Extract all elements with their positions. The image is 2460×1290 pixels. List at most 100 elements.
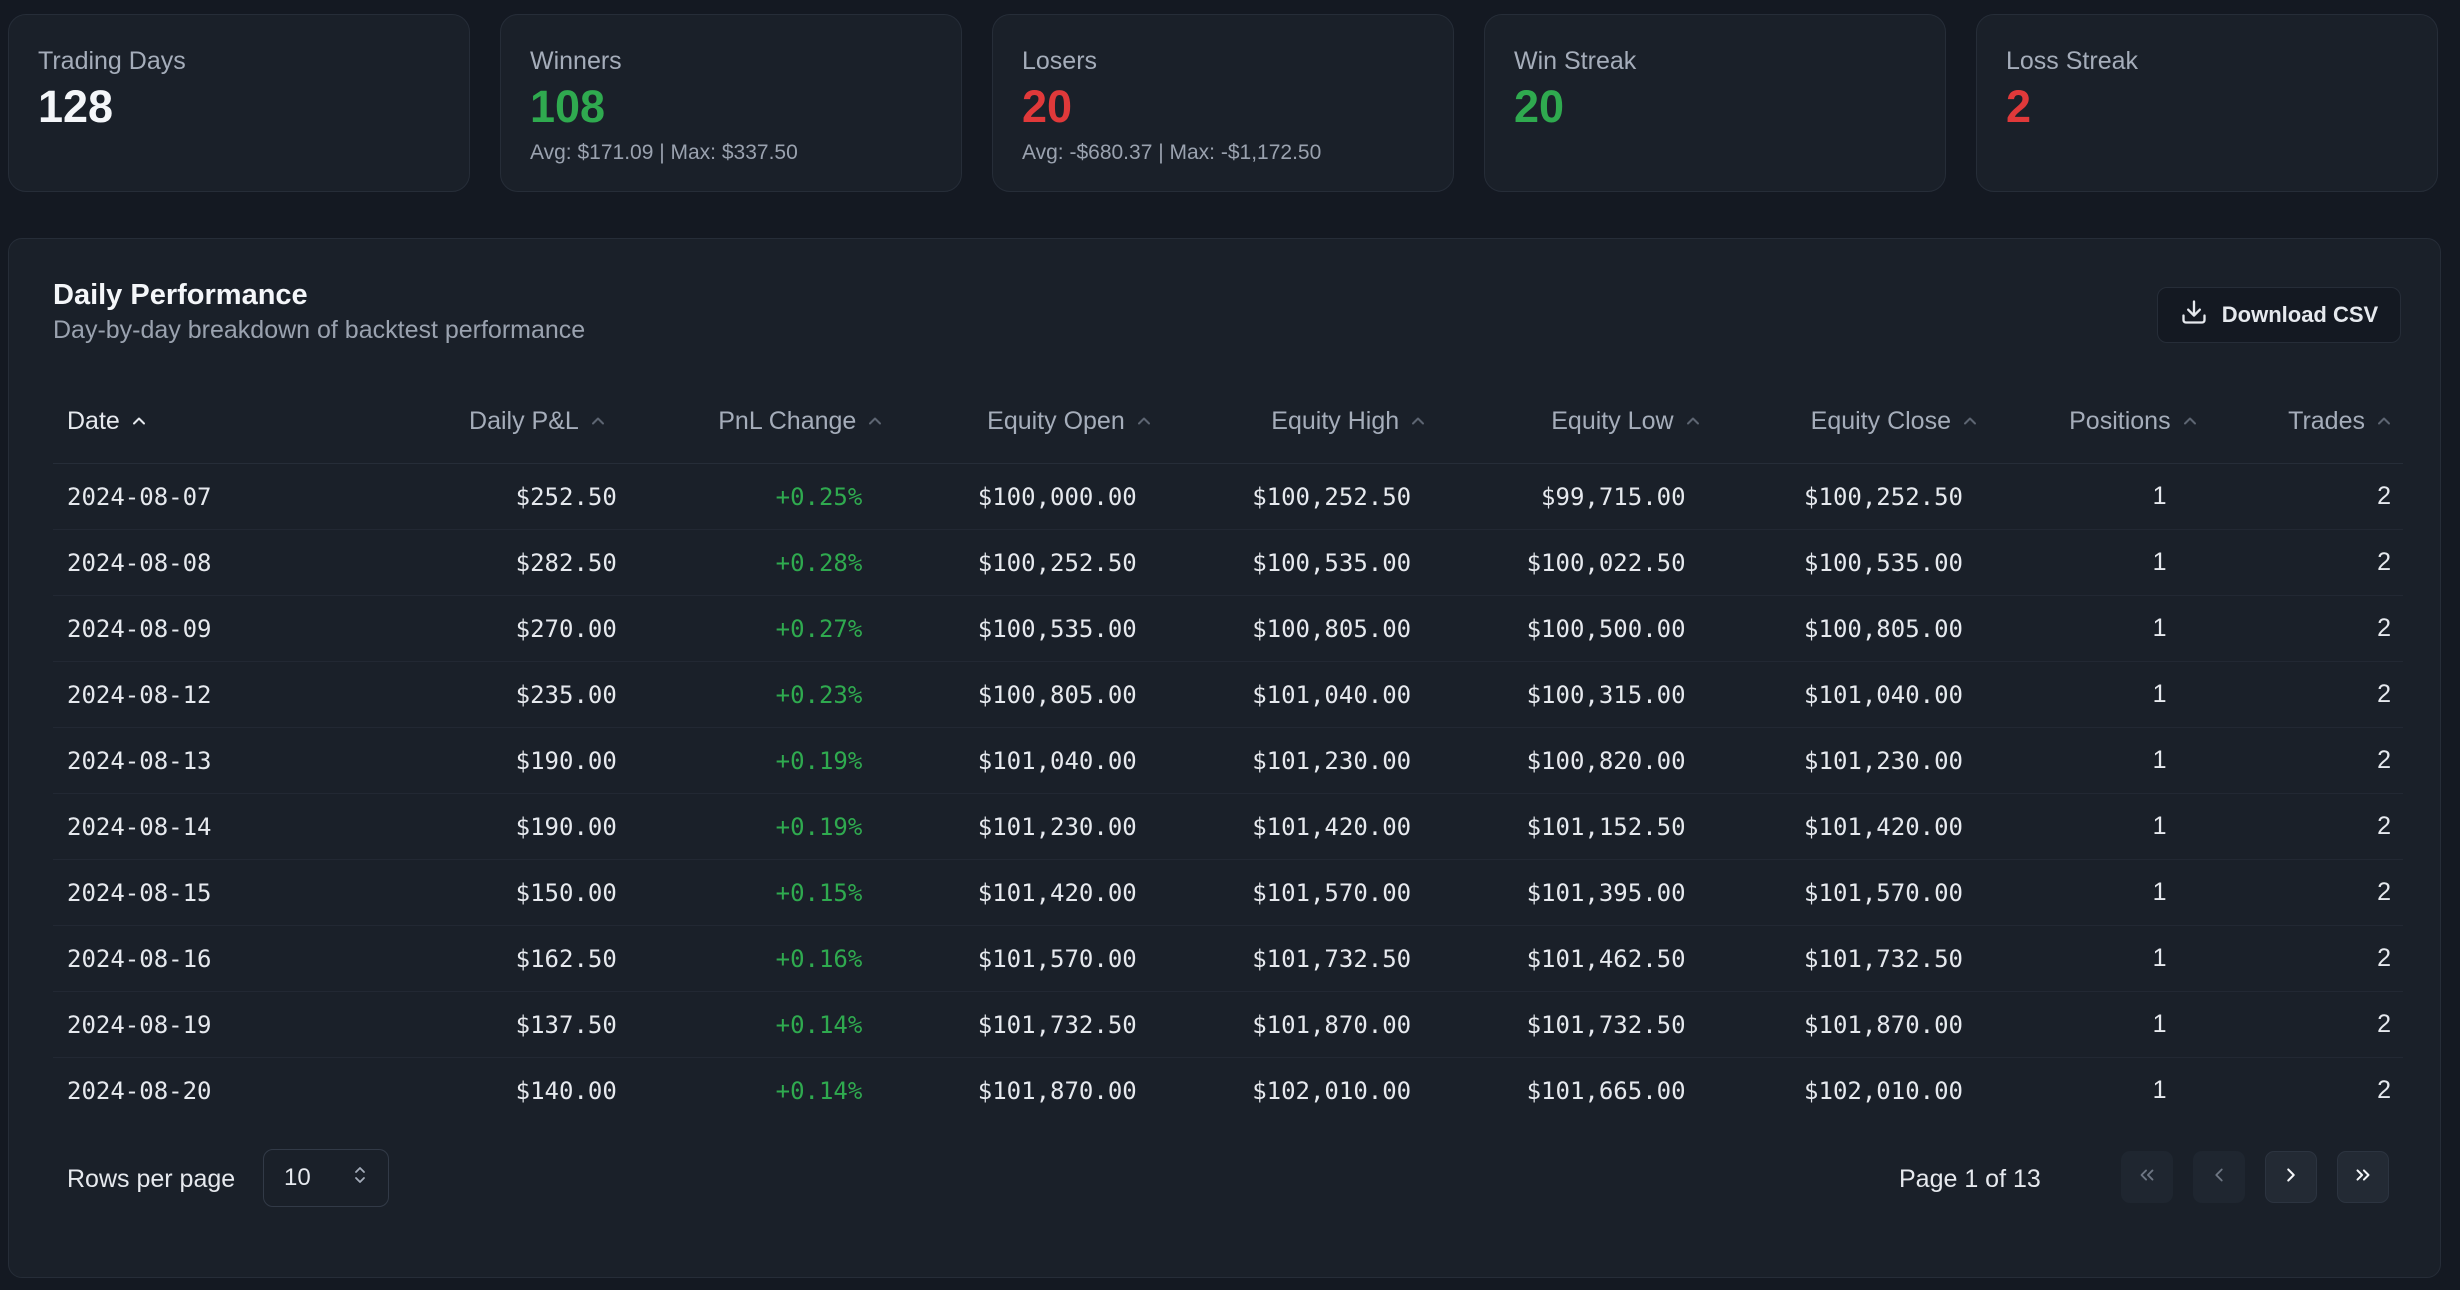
cell-equity-high: $100,805.00 <box>1162 595 1438 662</box>
column-header-positions[interactable]: Positions <box>1989 379 2209 464</box>
cell-equity-low: $100,022.50 <box>1437 529 1712 596</box>
cell-equity-high: $101,420.00 <box>1162 793 1438 860</box>
cell-daily-pnl: $190.00 <box>334 727 617 794</box>
last-page-button[interactable] <box>2337 1151 2389 1203</box>
cell-trades: 2 <box>2208 859 2403 926</box>
stat-card-winners: Winners 108 Avg: $171.09 | Max: $337.50 <box>500 14 962 192</box>
cell-pnl-change: +0.19% <box>616 793 889 860</box>
column-header-label: Date <box>67 406 120 435</box>
cell-equity-low: $100,500.00 <box>1437 595 1712 662</box>
cell-daily-pnl: $137.50 <box>334 991 617 1058</box>
chevron-up-icon <box>1411 414 1425 428</box>
page-info: Page 1 of 13 <box>1899 1165 2041 1193</box>
cell-positions: 1 <box>1989 661 2209 728</box>
chevron-right-icon <box>2280 1164 2302 1191</box>
stat-subtext: Avg: -$680.37 | Max: -$1,172.50 <box>1022 141 1322 164</box>
first-page-button[interactable] <box>2121 1151 2173 1203</box>
cell-daily-pnl: $282.50 <box>334 529 617 596</box>
cell-equity-open: $100,535.00 <box>888 595 1163 662</box>
column-header-trades[interactable]: Trades <box>2208 379 2403 464</box>
stat-value: 128 <box>38 81 114 132</box>
cell-daily-pnl: $150.00 <box>334 859 617 926</box>
cell-positions: 1 <box>1989 727 2209 794</box>
cell-trades: 2 <box>2208 595 2403 662</box>
table-row: 2024-08-09 $270.00 +0.27% $100,535.00 $100,8… <box>53 595 2403 662</box>
cell-equity-low: $101,462.50 <box>1437 925 1712 992</box>
cell-equity-open: $100,805.00 <box>888 661 1163 728</box>
download-csv-button[interactable]: Download CSV <box>2157 287 2401 343</box>
cell-equity-low: $99,715.00 <box>1437 463 1712 530</box>
panel-title: Daily Performance <box>53 279 308 311</box>
cell-equity-close: $100,805.00 <box>1711 595 1989 662</box>
cell-equity-open: $101,230.00 <box>888 793 1163 860</box>
cell-pnl-change: +0.19% <box>616 727 889 794</box>
cell-equity-low: $101,665.00 <box>1526 1076 1686 1105</box>
stat-card-loss-streak: Loss Streak 2 <box>1976 14 2438 192</box>
cell-pnl-change: +0.14% <box>616 991 889 1058</box>
cell-date: 2024-08-12 <box>53 661 335 728</box>
cell-equity-close: $101,570.00 <box>1711 859 1989 926</box>
cell-equity-close: $101,732.50 <box>1711 925 1989 992</box>
column-header-label: Daily P&L <box>469 406 579 435</box>
cell-positions: 1 <box>2152 1076 2167 1104</box>
cell-equity-open: $101,420.00 <box>888 859 1163 926</box>
cell-equity-low: $101,395.00 <box>1437 859 1712 926</box>
column-header-equity-high[interactable]: Equity High <box>1162 379 1438 464</box>
daily-performance-panel: Daily Performance Day-by-day breakdown o… <box>8 238 2441 1278</box>
table-row: 2024-08-19 $137.50 +0.14% $101,732.50 $101,8… <box>53 991 2403 1058</box>
cell-equity-open: $101,870.00 <box>977 1076 1137 1105</box>
column-header-content: Positions <box>2069 407 2196 436</box>
column-header-equity-open[interactable]: Equity Open <box>888 379 1163 464</box>
column-header-date[interactable]: Date <box>53 379 335 464</box>
stat-label: Losers <box>1022 47 1098 75</box>
cell-equity-high: $101,570.00 <box>1162 859 1438 926</box>
column-header-content: Daily P&L <box>469 407 605 436</box>
cell-daily-pnl: $270.00 <box>334 595 617 662</box>
cell-trades: 2 <box>2208 991 2403 1058</box>
table-row: 2024-08-13 $190.00 +0.19% $101,040.00 $101,2… <box>53 727 2403 794</box>
chevrons-right-icon <box>2352 1164 2374 1191</box>
column-header-content: Date <box>67 407 146 436</box>
cell-trades: 2 <box>2208 793 2403 860</box>
column-header-label: Equity High <box>1271 406 1400 435</box>
rows-per-page-label: Rows per page <box>67 1165 236 1193</box>
cell-daily-pnl: $190.00 <box>334 793 617 860</box>
stat-card-trading-days: Trading Days 128 <box>8 14 470 192</box>
table-body: 2024-08-07 $252.50 +0.25% $100,000.00 $100,2… <box>53 463 2403 1124</box>
column-header-equity-close[interactable]: Equity Close <box>1711 379 1989 464</box>
cell-pnl-change: +0.23% <box>616 661 889 728</box>
stat-value: 108 <box>530 81 606 132</box>
column-header-label: Trades <box>2288 406 2365 435</box>
cell-positions: 1 <box>1989 463 2209 530</box>
stat-subtext: Avg: $171.09 | Max: $337.50 <box>530 141 798 164</box>
cell-pnl-change: +0.14% <box>775 1076 863 1105</box>
cell-equity-high: $100,252.50 <box>1162 463 1438 530</box>
cell-date: 2024-08-16 <box>53 925 335 992</box>
cell-equity-close: $101,230.00 <box>1711 727 1989 794</box>
next-page-button[interactable] <box>2265 1151 2317 1203</box>
cell-equity-open: $101,732.50 <box>888 991 1163 1058</box>
table-row: 2024-08-14 $190.00 +0.19% $101,230.00 $101,4… <box>53 793 2403 860</box>
column-header-content: Trades <box>2288 407 2391 436</box>
cell-positions: 1 <box>1989 595 2209 662</box>
table-footer: Rows per page 10 Page 1 of 13 <box>67 1149 2397 1209</box>
cell-trades: 2 <box>2208 661 2403 728</box>
stat-label: Winners <box>530 47 622 75</box>
cell-positions: 1 <box>1989 529 2209 596</box>
column-header-daily-pnl[interactable]: Daily P&L <box>334 379 617 464</box>
previous-page-button[interactable] <box>2193 1151 2245 1203</box>
cell-equity-close: $100,535.00 <box>1711 529 1989 596</box>
cell-daily-pnl: $235.00 <box>334 661 617 728</box>
cell-date: 2024-08-13 <box>53 727 335 794</box>
chevron-up-icon <box>1137 414 1151 428</box>
column-header-pnl-change[interactable]: PnL Change <box>616 379 889 464</box>
column-header-label: Positions <box>2069 406 2171 435</box>
cell-date: 2024-08-15 <box>53 859 335 926</box>
cell-trades: 2 <box>2208 529 2403 596</box>
stat-value: 20 <box>1022 81 1073 132</box>
rows-per-page-select[interactable]: 10 <box>263 1149 389 1207</box>
chevron-up-icon <box>132 414 146 428</box>
table-row: 2024-08-12 $235.00 +0.23% $100,805.00 $101,0… <box>53 661 2403 728</box>
column-header-equity-low[interactable]: Equity Low <box>1437 379 1712 464</box>
chevron-up-icon <box>868 414 882 428</box>
